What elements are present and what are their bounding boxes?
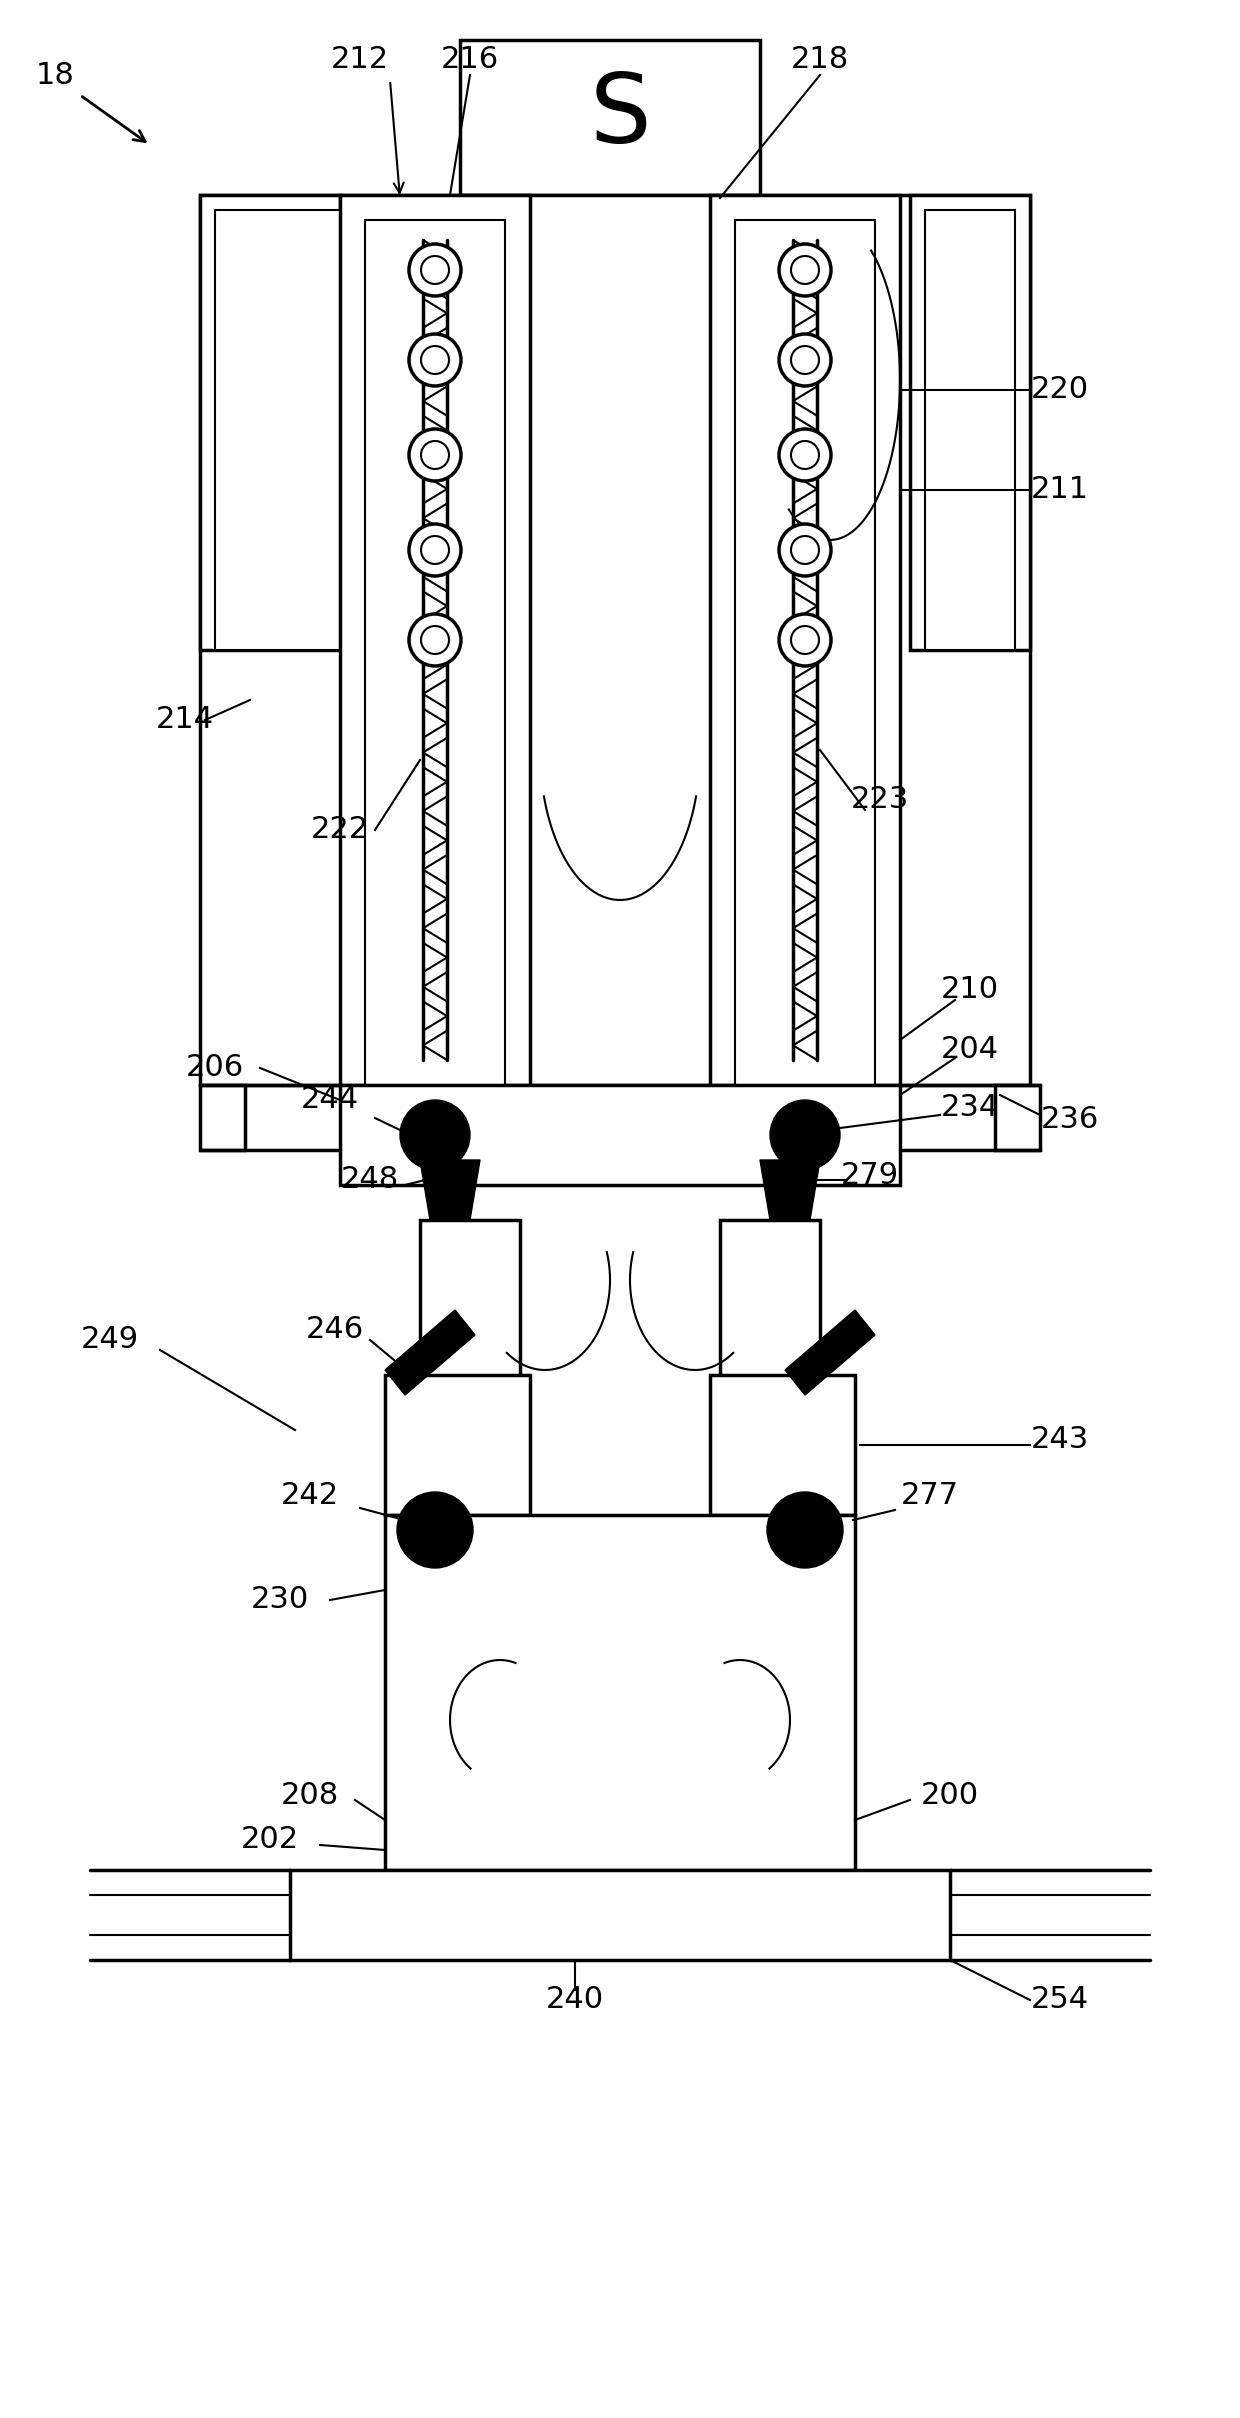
Circle shape bbox=[791, 256, 818, 283]
Bar bbox=[340, 1086, 900, 1185]
Circle shape bbox=[770, 1100, 839, 1170]
Text: 200: 200 bbox=[921, 1780, 980, 1809]
Text: 249: 249 bbox=[81, 1325, 139, 1354]
Circle shape bbox=[422, 626, 449, 653]
Circle shape bbox=[779, 614, 831, 665]
Bar bbox=[711, 196, 900, 1086]
Text: 18: 18 bbox=[36, 60, 74, 89]
Circle shape bbox=[409, 244, 461, 295]
Text: 210: 210 bbox=[941, 974, 999, 1003]
Circle shape bbox=[422, 440, 449, 469]
Bar bbox=[200, 1086, 246, 1151]
Bar bbox=[384, 1516, 856, 1869]
Text: 230: 230 bbox=[250, 1586, 309, 1615]
Bar bbox=[340, 196, 529, 1086]
Bar bbox=[925, 210, 1016, 650]
Text: 254: 254 bbox=[1030, 1985, 1089, 2014]
Text: 244: 244 bbox=[301, 1086, 360, 1115]
Bar bbox=[200, 196, 340, 650]
Text: 223: 223 bbox=[851, 786, 909, 815]
Text: 208: 208 bbox=[281, 1780, 339, 1809]
Bar bbox=[994, 1086, 1040, 1151]
Text: 206: 206 bbox=[186, 1054, 244, 1083]
Text: 236: 236 bbox=[1040, 1105, 1099, 1134]
Text: 243: 243 bbox=[1030, 1427, 1089, 1456]
Circle shape bbox=[791, 537, 818, 563]
Text: 242: 242 bbox=[281, 1480, 339, 1509]
Circle shape bbox=[791, 346, 818, 375]
Bar bbox=[720, 1221, 820, 1381]
Circle shape bbox=[422, 346, 449, 375]
Text: 204: 204 bbox=[941, 1035, 999, 1064]
Text: 220: 220 bbox=[1030, 375, 1089, 404]
Text: 218: 218 bbox=[791, 46, 849, 75]
Text: 216: 216 bbox=[441, 46, 498, 75]
Bar bbox=[384, 1376, 529, 1516]
Circle shape bbox=[409, 428, 461, 481]
Circle shape bbox=[422, 256, 449, 283]
Bar bbox=[290, 1869, 950, 1961]
Bar bbox=[420, 1221, 520, 1381]
Circle shape bbox=[791, 626, 818, 653]
Text: 214: 214 bbox=[156, 706, 215, 735]
Text: 202: 202 bbox=[241, 1826, 299, 1855]
Polygon shape bbox=[760, 1161, 820, 1221]
Bar bbox=[460, 41, 760, 196]
Polygon shape bbox=[384, 1311, 475, 1395]
Text: 246: 246 bbox=[306, 1315, 365, 1344]
Text: 279: 279 bbox=[841, 1161, 899, 1190]
Bar bbox=[711, 1376, 856, 1516]
Bar bbox=[215, 210, 340, 650]
Text: S: S bbox=[589, 70, 651, 164]
Bar bbox=[735, 220, 875, 1086]
Circle shape bbox=[409, 525, 461, 575]
Circle shape bbox=[779, 525, 831, 575]
Circle shape bbox=[397, 1492, 472, 1567]
Bar bbox=[200, 196, 1030, 1086]
Circle shape bbox=[768, 1492, 843, 1567]
Text: 234: 234 bbox=[941, 1093, 999, 1122]
Bar bbox=[910, 196, 1030, 650]
Circle shape bbox=[409, 334, 461, 387]
Circle shape bbox=[422, 537, 449, 563]
Polygon shape bbox=[420, 1161, 480, 1221]
Circle shape bbox=[401, 1100, 470, 1170]
Text: 212: 212 bbox=[331, 46, 389, 75]
Circle shape bbox=[779, 428, 831, 481]
Polygon shape bbox=[785, 1311, 875, 1395]
Circle shape bbox=[409, 614, 461, 665]
Text: 222: 222 bbox=[311, 815, 370, 844]
Text: 211: 211 bbox=[1030, 476, 1089, 505]
Circle shape bbox=[779, 334, 831, 387]
Text: 277: 277 bbox=[901, 1480, 959, 1509]
Text: 240: 240 bbox=[546, 1985, 604, 2014]
Circle shape bbox=[779, 244, 831, 295]
Bar bbox=[365, 220, 505, 1086]
Text: 248: 248 bbox=[341, 1165, 399, 1194]
Circle shape bbox=[791, 440, 818, 469]
